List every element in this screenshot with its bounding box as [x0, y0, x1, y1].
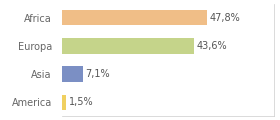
Bar [62, 38, 194, 54]
Bar [62, 95, 66, 110]
Bar [62, 66, 83, 82]
Bar [62, 10, 207, 25]
Text: 1,5%: 1,5% [69, 97, 93, 107]
Text: 7,1%: 7,1% [86, 69, 110, 79]
Text: 43,6%: 43,6% [197, 41, 227, 51]
Text: 47,8%: 47,8% [209, 13, 240, 23]
